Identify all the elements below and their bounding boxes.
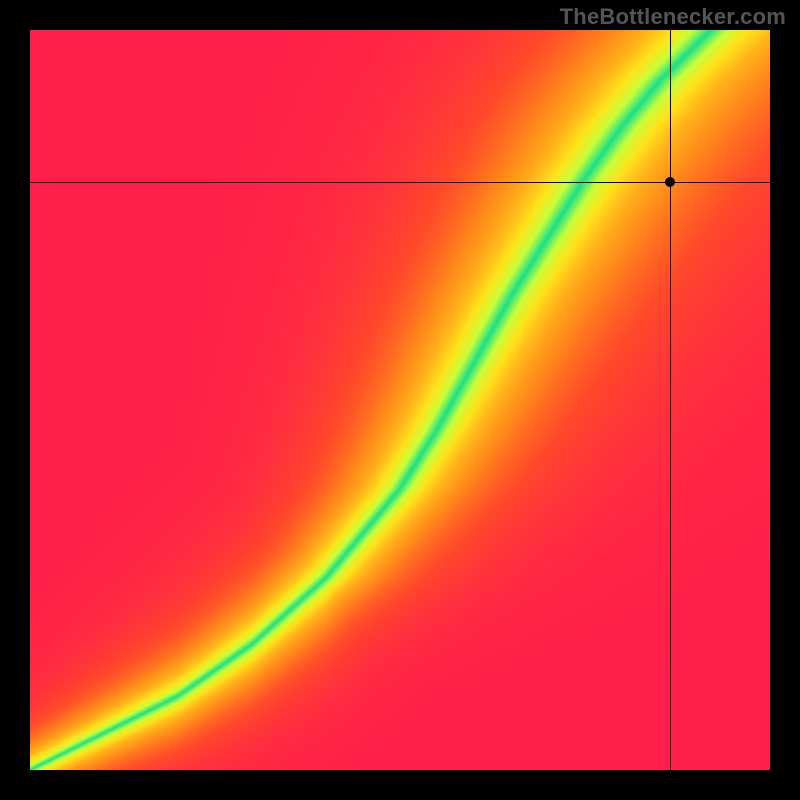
heatmap-canvas xyxy=(30,30,770,770)
watermark-text: TheBottlenecker.com xyxy=(560,4,786,30)
bottleneck-heatmap xyxy=(30,30,770,770)
crosshair-vertical xyxy=(670,30,671,770)
crosshair-horizontal xyxy=(30,182,770,183)
crosshair-marker xyxy=(665,177,675,187)
